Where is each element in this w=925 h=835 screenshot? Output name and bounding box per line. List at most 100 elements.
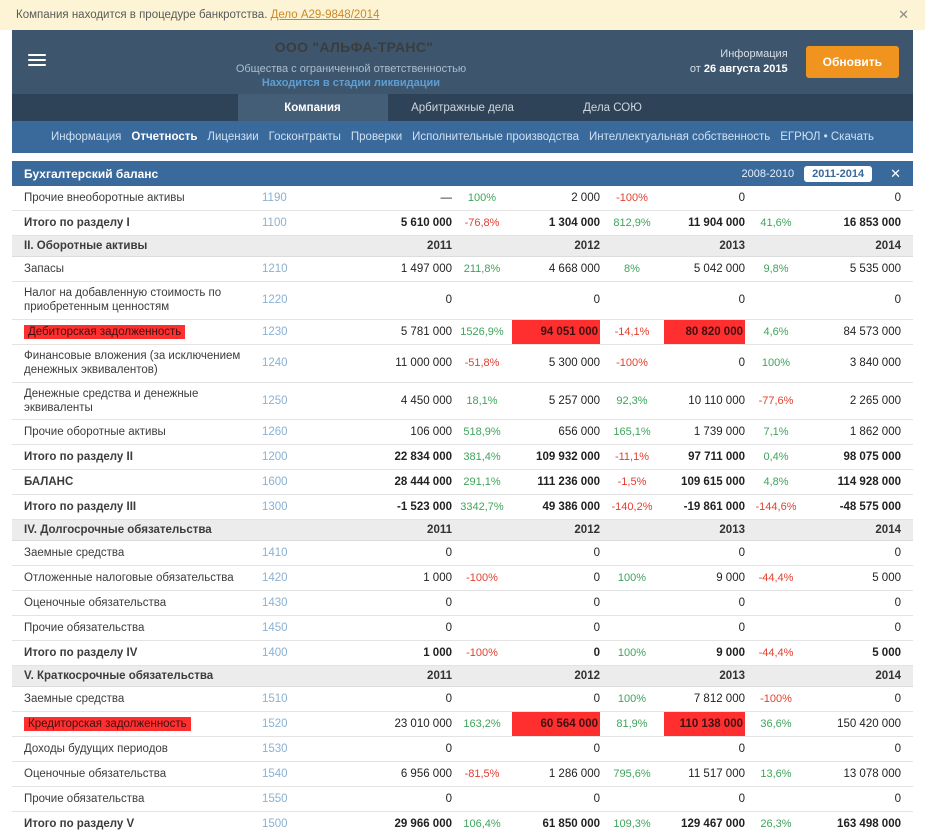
row-label: Прочие оборотные активы [24, 426, 166, 438]
value-cell: 0 [512, 294, 600, 306]
row-code: 1540 [262, 768, 307, 780]
year-label: 2012 [512, 240, 600, 252]
pct-cell: 518,9% [452, 426, 512, 438]
tab-item[interactable]: Дела СОЮ [538, 94, 688, 121]
balance-title: Бухгалтерский баланс [12, 167, 741, 181]
table-row: Прочие обязательства14500000 [12, 616, 913, 641]
liquidation-status-link[interactable]: Находится в стадии ликвидации [262, 77, 440, 89]
update-button[interactable]: Обновить [806, 46, 899, 78]
row-name-cell: Налог на добавленную стоимость по приобр… [12, 282, 262, 319]
value-cell: 0 [807, 622, 913, 634]
row-name-cell: Итого по разделу III [12, 496, 262, 518]
pct-cell: -100% [452, 647, 512, 659]
row-name-cell: Итого по разделу II [12, 446, 262, 468]
subnav-item[interactable]: Интеллектуальная собственность [589, 131, 770, 143]
value-cell: 0 [807, 597, 913, 609]
value-cell: -1 523 000 [307, 501, 452, 513]
banner-close-icon[interactable]: ✕ [898, 7, 909, 23]
value-cell: 9 000 [664, 572, 745, 584]
row-label: Налог на добавленную стоимость по приобр… [24, 287, 221, 313]
value-cell: 6 956 000 [307, 768, 452, 780]
value-cell: 98 075 000 [807, 451, 913, 463]
subnav-item[interactable]: Отчетность [131, 131, 197, 143]
section-header-row: IV. Долгосрочные обязательства2011201220… [12, 520, 913, 541]
value-cell: 80 820 000 [664, 320, 745, 344]
value-cell: 94 051 000 [512, 320, 600, 344]
subnav-item[interactable]: Проверки [351, 131, 402, 143]
row-label: Прочие обязательства [24, 622, 144, 634]
value-cell: 0 [664, 192, 745, 204]
subnav-item[interactable]: Исполнительные производства [412, 131, 579, 143]
value-cell: 5 535 000 [807, 263, 913, 275]
pct-cell: 100% [745, 357, 807, 369]
pct-cell: 163,2% [452, 718, 512, 730]
banner-message: Компания находится в процедуре банкротст… [16, 9, 267, 21]
value-cell: 0 [512, 547, 600, 559]
value-cell: 11 904 000 [664, 217, 745, 229]
pct-cell: -44,4% [745, 647, 807, 659]
pct-cell: -14,1% [600, 326, 664, 338]
subnav-item[interactable]: ЕГРЮЛ • Скачать [780, 131, 874, 143]
row-label: Денежные средства и денежные эквиваленты [24, 388, 198, 414]
value-cell: 1 000 [307, 647, 452, 659]
row-code: 1600 [262, 476, 307, 488]
row-name-cell: Запасы [12, 258, 262, 280]
pct-cell: 812,9% [600, 217, 664, 229]
row-name-cell: Денежные средства и денежные эквиваленты [12, 383, 262, 420]
pct-cell: -81,5% [452, 768, 512, 780]
value-cell: 0 [664, 597, 745, 609]
value-cell: 49 386 000 [512, 501, 600, 513]
value-cell: 11 000 000 [307, 357, 452, 369]
subnav-item[interactable]: Лицензии [207, 131, 258, 143]
row-label: Заемные средства [24, 547, 124, 559]
table-row: Оценочные обязательства 15406 956 000-81,… [12, 762, 913, 787]
value-cell: 114 928 000 [807, 476, 913, 488]
pct-cell: 36,6% [745, 718, 807, 730]
company-name: ООО "АЛЬФА-ТРАНС" [12, 35, 690, 61]
value-cell: 0 [664, 294, 745, 306]
range-button-2011-2014[interactable]: 2011-2014 [804, 166, 872, 182]
pct-cell: -1,5% [600, 476, 664, 488]
pct-cell: 381,4% [452, 451, 512, 463]
value-cell: -48 575 000 [807, 501, 913, 513]
row-label: Оценочные обязательства [24, 768, 166, 780]
row-name-cell: Финансовые вложения (за исключением дене… [12, 345, 262, 382]
year-label: 2012 [512, 524, 600, 536]
table-row: Заемные средства151000100%7 812 000-100%… [12, 687, 913, 712]
row-label: БАЛАНС [24, 476, 73, 488]
subnav-item[interactable]: Информация [51, 131, 121, 143]
value-cell: 106 000 [307, 426, 452, 438]
row-code: 1450 [262, 622, 307, 634]
value-cell: 0 [807, 693, 913, 705]
section-header-row: II. Оборотные активы2011201220132014 [12, 236, 913, 257]
pct-cell: 100% [600, 647, 664, 659]
table-row: Прочие внеоборотные активы1190—100%2 000… [12, 186, 913, 211]
row-code: 1500 [262, 818, 307, 830]
value-cell: -19 861 000 [664, 501, 745, 513]
menu-icon[interactable] [28, 54, 46, 69]
table-row: Итого по разделу IV14001 000-100%0100%9 … [12, 641, 913, 666]
value-cell: 9 000 [664, 647, 745, 659]
subnav-item[interactable]: Госконтракты [269, 131, 341, 143]
row-label: Отложенные налоговые обязательства [24, 572, 234, 584]
pct-cell: 92,3% [600, 395, 664, 407]
value-cell: 10 110 000 [664, 395, 745, 407]
tab-item[interactable]: Арбитражные дела [388, 94, 538, 121]
pct-cell: 109,3% [600, 818, 664, 830]
table-row: Итого по разделу V150029 966 000106,4%61… [12, 812, 913, 835]
table-row: Прочие обязательства15500000 [12, 787, 913, 812]
tab-item[interactable]: Компания [238, 94, 388, 121]
row-name-cell: БАЛАНС [12, 471, 262, 493]
pct-cell: 18,1% [452, 395, 512, 407]
year-label: 2012 [512, 670, 600, 682]
row-code: 1260 [262, 426, 307, 438]
value-cell: 163 498 000 [807, 818, 913, 830]
table-row: Финансовые вложения (за исключением дене… [12, 345, 913, 383]
value-cell: 0 [512, 622, 600, 634]
case-link[interactable]: Дело А29-9848/2014 [271, 9, 380, 21]
info-date-block: Информация от 26 августа 2015 [690, 47, 788, 77]
balance-close-icon[interactable]: ✕ [890, 166, 901, 182]
value-cell: 0 [807, 743, 913, 755]
range-button-2008-2010[interactable]: 2008-2010 [741, 168, 794, 180]
table-row: Итого по разделу II120022 834 000381,4%1… [12, 445, 913, 470]
